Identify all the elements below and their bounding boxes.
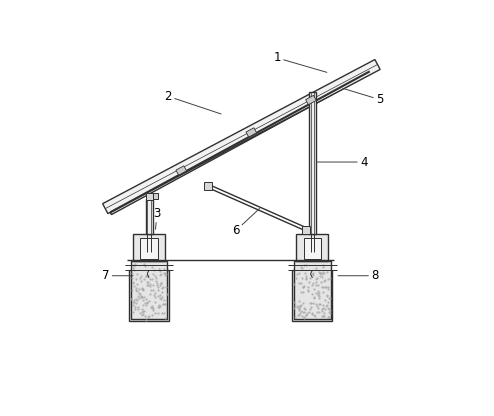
Bar: [292, 270, 332, 321]
Bar: [146, 193, 153, 201]
Bar: [133, 234, 165, 261]
Text: 1: 1: [274, 52, 327, 72]
Text: 3: 3: [154, 207, 161, 229]
Text: 6: 6: [232, 208, 259, 238]
Bar: [153, 193, 159, 198]
Text: 5: 5: [343, 88, 383, 106]
Bar: [176, 166, 187, 175]
Bar: [205, 182, 212, 190]
Bar: [302, 226, 310, 234]
Bar: [309, 92, 316, 234]
Bar: [304, 238, 321, 259]
Text: 7: 7: [102, 269, 133, 282]
Text: 8: 8: [338, 269, 378, 282]
Bar: [130, 261, 167, 319]
Text: 2: 2: [165, 90, 221, 114]
Polygon shape: [109, 69, 371, 215]
Polygon shape: [103, 59, 380, 213]
Text: 4: 4: [317, 156, 368, 168]
Bar: [294, 261, 331, 319]
Bar: [246, 128, 256, 137]
Bar: [129, 270, 169, 321]
Bar: [306, 95, 316, 105]
Bar: [146, 199, 153, 234]
Bar: [296, 234, 329, 261]
Bar: [140, 238, 158, 259]
